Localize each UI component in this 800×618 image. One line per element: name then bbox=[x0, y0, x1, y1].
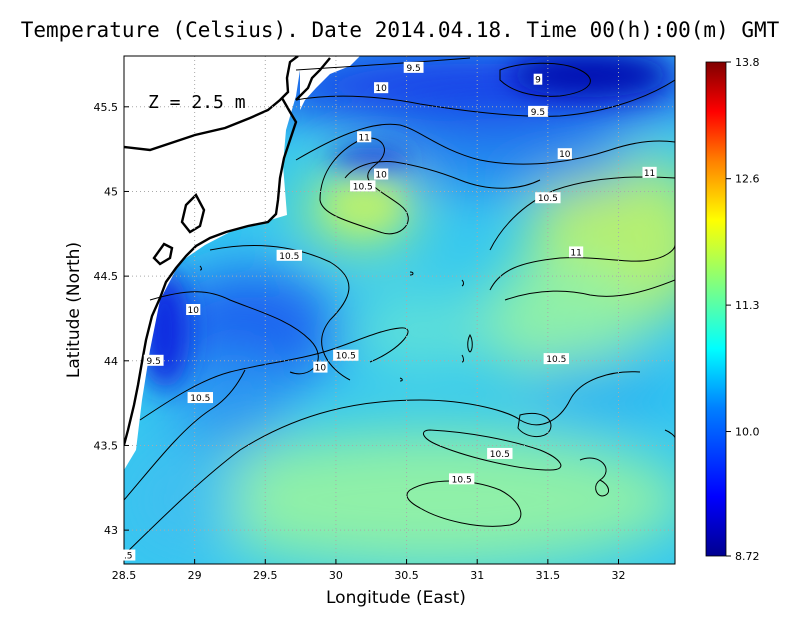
y-tick-label: 43 bbox=[104, 524, 118, 537]
contour-label: 11 bbox=[569, 246, 584, 258]
contour-label: 10 bbox=[313, 361, 328, 374]
contour-label: 10.5 bbox=[350, 180, 376, 192]
contour-label-text: 10.5 bbox=[490, 450, 510, 460]
contour-label-text: 9 bbox=[535, 76, 541, 86]
contour-label-bg bbox=[533, 73, 543, 85]
contour-label-text: 10.5 bbox=[336, 352, 356, 362]
x-tick-label: 29 bbox=[188, 569, 202, 582]
contour-label: 10.5 bbox=[187, 392, 213, 404]
contour-label-bg bbox=[642, 166, 657, 178]
contour-label-text: 9.5 bbox=[531, 108, 545, 118]
contour-label-bg bbox=[143, 354, 164, 366]
colorbar-tick-label: 10.0 bbox=[735, 426, 760, 439]
contour-label: 9.5 bbox=[403, 61, 424, 74]
colorbar: 8.72 10.0 11.3 12.6 13.8 bbox=[705, 56, 760, 563]
contour-label: 10.5 bbox=[333, 349, 359, 362]
contour-label-text: 10 bbox=[188, 306, 200, 316]
x-tick-label: 31 bbox=[470, 569, 484, 582]
contour-label: 9.5 bbox=[528, 105, 548, 118]
contour-label-text: 9.5 bbox=[406, 64, 420, 74]
contour-label-bg bbox=[448, 473, 475, 485]
contour-label-text: 10.5 bbox=[452, 475, 472, 485]
colorbar-ticks: 8.72 10.0 11.3 12.6 13.8 bbox=[726, 56, 760, 563]
y-tick-label: 45.5 bbox=[94, 101, 119, 114]
x-axis-ticks: 28.5 29 29.5 30 30.5 31 31.5 32 bbox=[112, 559, 625, 582]
contour-label-bg bbox=[187, 392, 213, 404]
contour-label-text: 10.5 bbox=[546, 355, 566, 365]
contour-label-text: 10.5 bbox=[353, 182, 373, 192]
y-tick-label: 44 bbox=[104, 355, 118, 368]
contour-label: 10.5 bbox=[543, 353, 570, 365]
contour-label-text: .5 bbox=[124, 552, 133, 562]
contour-label-text: 11 bbox=[570, 248, 581, 258]
x-tick-label: 32 bbox=[611, 569, 625, 582]
colorbar-tick-label: 11.3 bbox=[735, 299, 760, 312]
land-mask bbox=[124, 56, 360, 470]
y-axis-ticks: 43 43.5 44 44.5 45 45.5 bbox=[94, 101, 129, 537]
contour-label-text: 10.5 bbox=[538, 194, 558, 204]
contour-label-bg bbox=[487, 447, 513, 459]
grid-lines bbox=[124, 56, 675, 564]
contour-label-bg bbox=[528, 105, 548, 117]
contour-label-bg bbox=[350, 180, 376, 192]
contour-label: 11 bbox=[357, 131, 372, 143]
contour-label-text: 11 bbox=[358, 133, 369, 143]
x-tick-label: 28.5 bbox=[112, 569, 137, 582]
temperature-field bbox=[124, 56, 675, 564]
x-tick-label: 30 bbox=[329, 569, 343, 582]
contour-label-text: 10 bbox=[375, 171, 387, 181]
depth-annotation: Z = 2.5 m bbox=[148, 92, 246, 113]
contour-label: 10.5 bbox=[276, 249, 302, 262]
contour-label: 9.5 bbox=[143, 354, 164, 367]
y-tick-label: 44.5 bbox=[94, 270, 119, 283]
contour-label-bg bbox=[535, 192, 561, 204]
contour-label-text: 9.5 bbox=[147, 357, 161, 367]
colorbar-tick-label: 13.8 bbox=[735, 56, 760, 69]
contour-label-bg bbox=[557, 148, 572, 160]
contour-label-text: 10.5 bbox=[279, 252, 299, 262]
coastline bbox=[124, 56, 331, 446]
contour-label: 11 bbox=[642, 166, 657, 179]
colorbar-gradient bbox=[705, 61, 727, 557]
plot-frame bbox=[123, 55, 676, 565]
colorbar-tick-label: 8.72 bbox=[735, 550, 760, 563]
contour-label-bg bbox=[357, 131, 372, 143]
contour-label-text: 10 bbox=[315, 364, 327, 374]
contour-label: 10.5 bbox=[535, 192, 561, 204]
y-tick-label: 43.5 bbox=[94, 439, 119, 452]
contour-label-bg bbox=[121, 549, 136, 561]
contour-label-text: 10.5 bbox=[190, 394, 210, 404]
contour-label: 10 bbox=[557, 148, 572, 160]
contour-label-text: 11 bbox=[644, 169, 655, 179]
contour-label: 10.5 bbox=[448, 473, 475, 485]
contour-label-bg bbox=[374, 82, 389, 94]
contour-label-bg bbox=[276, 249, 302, 261]
contour-label: 10 bbox=[374, 82, 389, 94]
x-axis-label: Longitude (East) bbox=[326, 588, 466, 608]
contour-label-text: 10 bbox=[559, 150, 571, 160]
colorbar-tick-label: 12.6 bbox=[735, 173, 760, 186]
contour-label-text: 10 bbox=[375, 84, 387, 94]
contour-label: 10 bbox=[186, 304, 201, 316]
contour-label-bg bbox=[403, 61, 424, 73]
contour-lines bbox=[124, 57, 675, 556]
x-tick-label: 31.5 bbox=[536, 569, 561, 582]
contour-label-bg bbox=[186, 304, 201, 315]
y-tick-label: 45 bbox=[104, 185, 118, 198]
contour-label-bg bbox=[374, 168, 389, 180]
contour-label-bg bbox=[543, 353, 570, 365]
contour-label-bg bbox=[569, 246, 584, 258]
contour-label-bg bbox=[313, 361, 328, 373]
contour-label-bg bbox=[333, 349, 359, 361]
x-tick-label: 30.5 bbox=[394, 569, 419, 582]
contour-label: 10 bbox=[374, 168, 389, 181]
chart-title: Temperature (Celsius). Date 2014.04.18. … bbox=[20, 18, 780, 42]
contour-label: 10.5 bbox=[487, 447, 513, 460]
contour-label: .5 bbox=[121, 549, 136, 562]
contour-label: 9 bbox=[533, 73, 543, 86]
x-tick-label: 29.5 bbox=[253, 569, 278, 582]
